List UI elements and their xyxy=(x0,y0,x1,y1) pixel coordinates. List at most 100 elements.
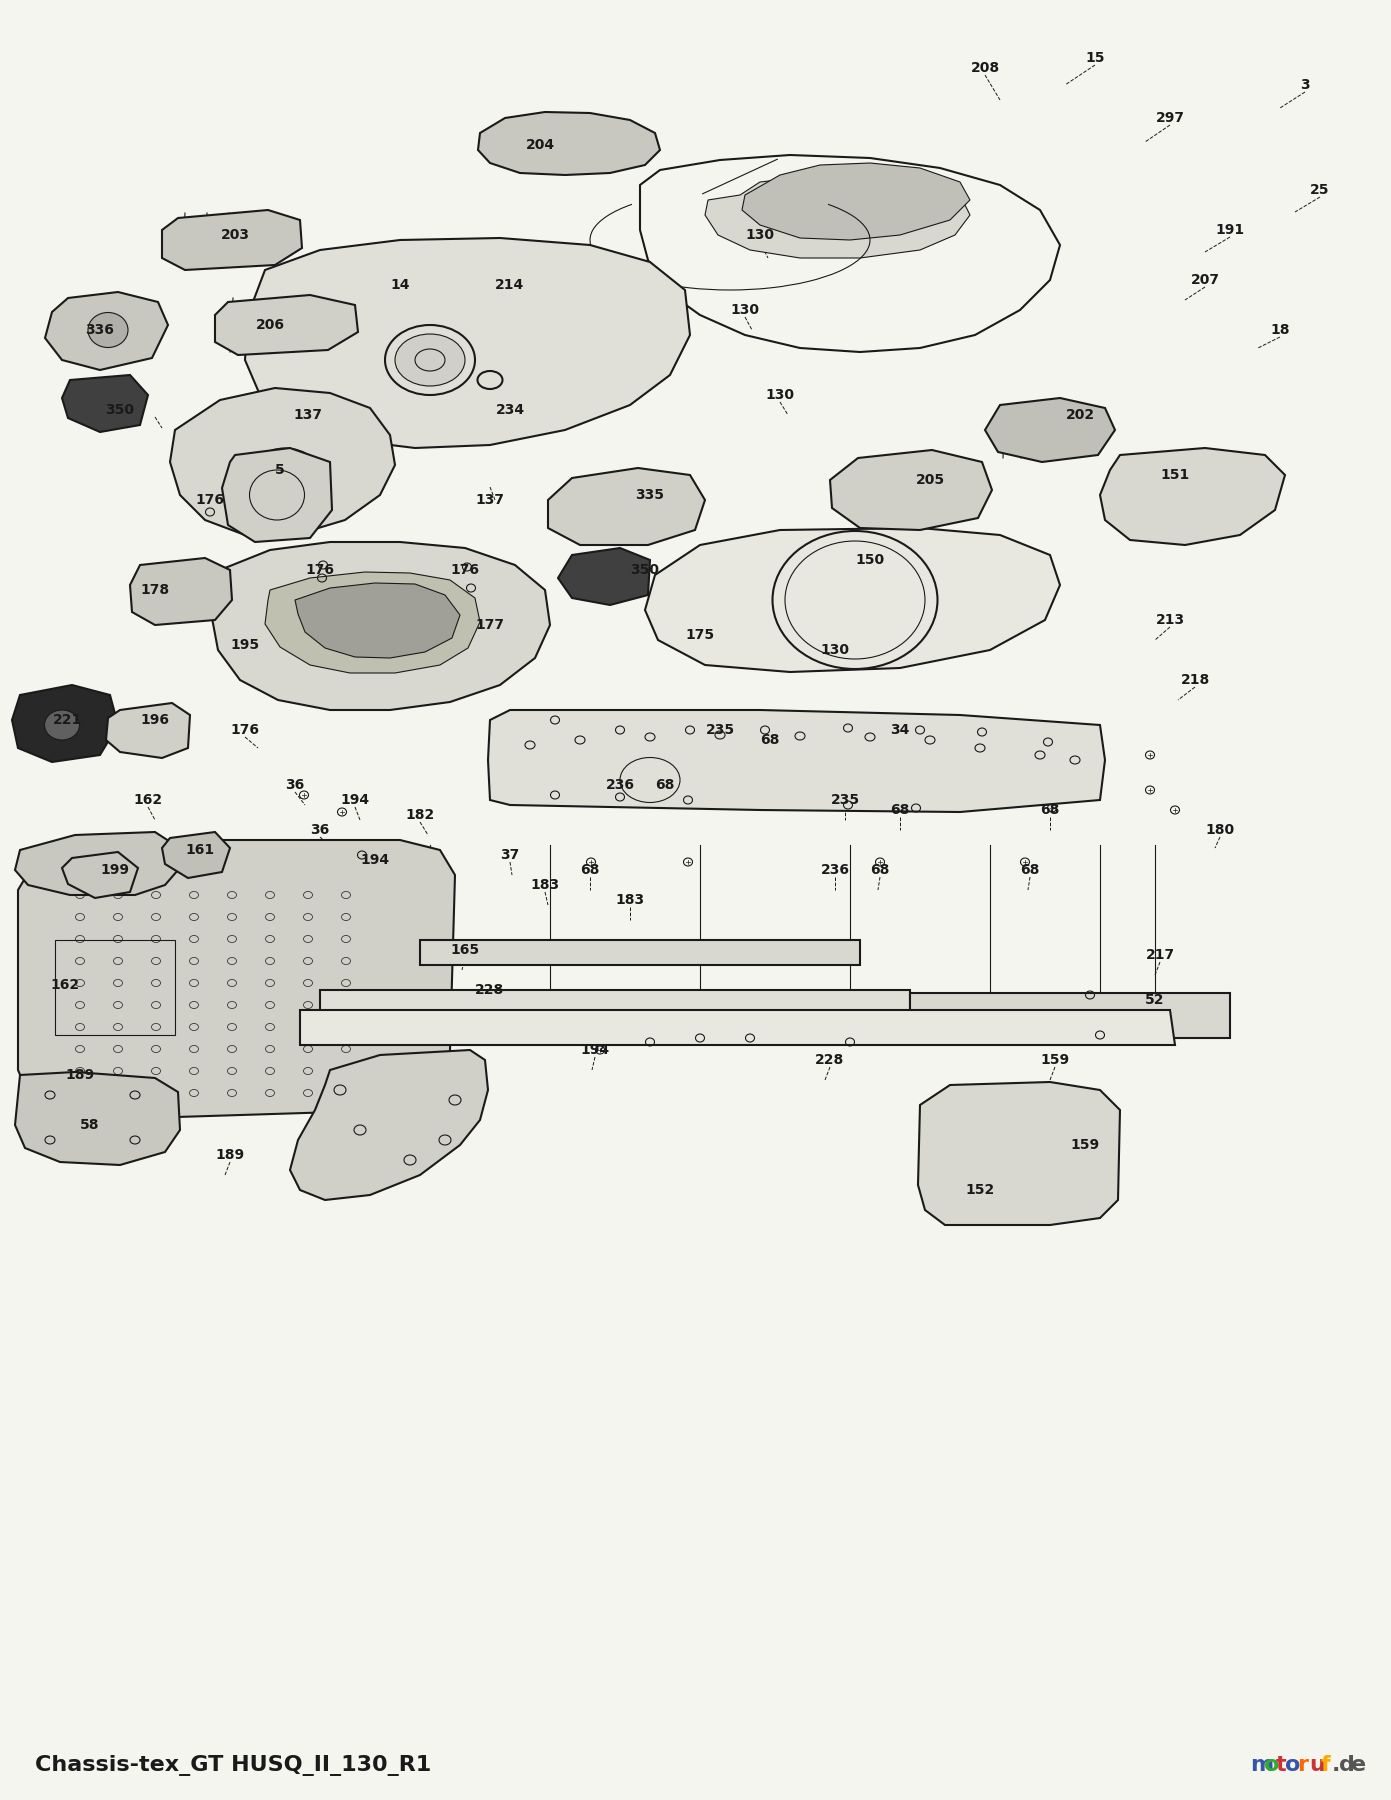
Text: 350: 350 xyxy=(630,563,659,578)
Polygon shape xyxy=(45,292,168,371)
Polygon shape xyxy=(300,1010,1175,1046)
Text: 235: 235 xyxy=(705,724,734,736)
Text: 213: 213 xyxy=(1156,614,1185,626)
Text: 236: 236 xyxy=(821,862,850,877)
Text: 159: 159 xyxy=(1071,1138,1099,1152)
Polygon shape xyxy=(170,389,395,535)
Polygon shape xyxy=(1100,448,1285,545)
Text: 207: 207 xyxy=(1191,274,1220,286)
Text: 214: 214 xyxy=(495,277,524,292)
Text: 137: 137 xyxy=(294,409,323,421)
Text: 336: 336 xyxy=(86,322,114,337)
Text: 162: 162 xyxy=(50,977,79,992)
Text: 204: 204 xyxy=(526,139,555,151)
Polygon shape xyxy=(129,558,232,625)
Text: 203: 203 xyxy=(221,229,249,241)
Text: m: m xyxy=(1251,1755,1273,1775)
Polygon shape xyxy=(63,374,147,432)
Text: 36: 36 xyxy=(285,778,305,792)
Text: r: r xyxy=(1296,1755,1308,1775)
Text: 202: 202 xyxy=(1066,409,1095,421)
Polygon shape xyxy=(479,112,659,175)
Text: o: o xyxy=(1264,1755,1280,1775)
Text: 183: 183 xyxy=(530,878,559,893)
Text: 130: 130 xyxy=(765,389,794,401)
Text: 150: 150 xyxy=(855,553,885,567)
Text: 176: 176 xyxy=(231,724,260,736)
Text: 151: 151 xyxy=(1160,468,1189,482)
Text: 68: 68 xyxy=(1040,803,1060,817)
Polygon shape xyxy=(266,572,480,673)
Text: 191: 191 xyxy=(1216,223,1245,238)
Polygon shape xyxy=(918,1082,1120,1226)
Text: 68: 68 xyxy=(655,778,675,792)
Text: 175: 175 xyxy=(686,628,715,643)
Polygon shape xyxy=(211,542,549,709)
Text: 177: 177 xyxy=(476,617,505,632)
Text: 208: 208 xyxy=(971,61,1000,76)
Text: 218: 218 xyxy=(1181,673,1210,688)
Polygon shape xyxy=(63,851,138,898)
Text: 234: 234 xyxy=(495,403,524,418)
Polygon shape xyxy=(420,940,860,965)
Text: 130: 130 xyxy=(730,302,759,317)
Text: 180: 180 xyxy=(1206,823,1235,837)
Text: 25: 25 xyxy=(1310,184,1330,196)
Text: 152: 152 xyxy=(965,1183,995,1197)
Text: 205: 205 xyxy=(915,473,944,488)
Text: u: u xyxy=(1309,1755,1324,1775)
Text: 14: 14 xyxy=(391,277,410,292)
Text: 5: 5 xyxy=(275,463,285,477)
Text: d: d xyxy=(1340,1755,1355,1775)
Polygon shape xyxy=(645,527,1060,671)
Polygon shape xyxy=(223,448,332,542)
Ellipse shape xyxy=(395,335,465,385)
Polygon shape xyxy=(13,686,118,761)
Text: 68: 68 xyxy=(580,862,600,877)
Polygon shape xyxy=(161,832,230,878)
Polygon shape xyxy=(830,450,992,529)
Text: 137: 137 xyxy=(476,493,505,508)
Polygon shape xyxy=(245,238,690,448)
Text: 36: 36 xyxy=(310,823,330,837)
Text: 183: 183 xyxy=(615,893,644,907)
Polygon shape xyxy=(15,832,178,895)
Text: 194: 194 xyxy=(341,794,370,806)
Polygon shape xyxy=(548,468,705,545)
Text: 196: 196 xyxy=(140,713,170,727)
Polygon shape xyxy=(985,398,1116,463)
Text: 176: 176 xyxy=(306,563,334,578)
Text: t: t xyxy=(1276,1755,1287,1775)
Text: 176: 176 xyxy=(196,493,224,508)
Text: 68: 68 xyxy=(1021,862,1039,877)
Text: 199: 199 xyxy=(100,862,129,877)
Text: e: e xyxy=(1351,1755,1366,1775)
Text: Chassis-tex_GT HUSQ_II_130_R1: Chassis-tex_GT HUSQ_II_130_R1 xyxy=(35,1755,431,1775)
Text: 18: 18 xyxy=(1270,322,1289,337)
Polygon shape xyxy=(289,1049,488,1201)
Text: 297: 297 xyxy=(1156,112,1185,124)
Text: 68: 68 xyxy=(890,803,910,817)
Polygon shape xyxy=(216,295,357,355)
Text: 206: 206 xyxy=(256,319,285,331)
Text: 228: 228 xyxy=(476,983,505,997)
Text: 195: 195 xyxy=(231,637,260,652)
Text: 189: 189 xyxy=(216,1148,245,1163)
Text: 161: 161 xyxy=(185,842,214,857)
Polygon shape xyxy=(705,175,970,257)
Text: 159: 159 xyxy=(1040,1053,1070,1067)
Text: 15: 15 xyxy=(1085,50,1104,65)
Polygon shape xyxy=(320,990,910,1040)
Text: .: . xyxy=(1333,1755,1341,1775)
Text: 182: 182 xyxy=(405,808,434,823)
Text: 178: 178 xyxy=(140,583,170,598)
Ellipse shape xyxy=(45,709,79,740)
Text: o: o xyxy=(1285,1755,1301,1775)
Polygon shape xyxy=(106,704,191,758)
Text: 194: 194 xyxy=(580,1042,609,1057)
Text: 189: 189 xyxy=(65,1067,95,1082)
Text: 130: 130 xyxy=(746,229,775,241)
Text: 217: 217 xyxy=(1145,949,1174,961)
Polygon shape xyxy=(558,547,650,605)
Text: 350: 350 xyxy=(106,403,135,418)
